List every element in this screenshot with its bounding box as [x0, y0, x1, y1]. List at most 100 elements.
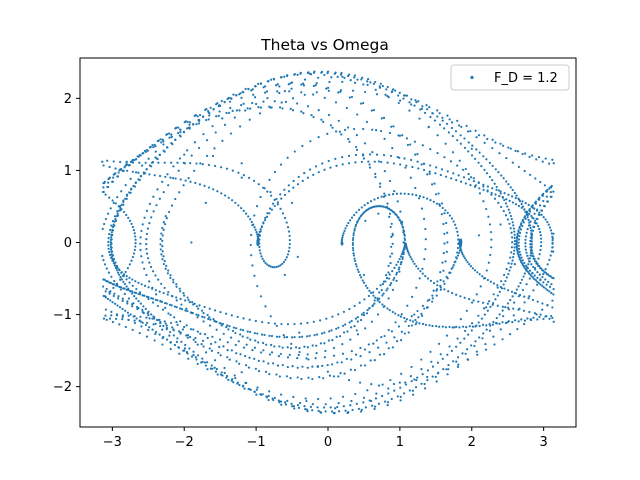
data-point	[367, 294, 370, 298]
data-point	[483, 141, 486, 144]
data-point	[322, 120, 325, 123]
data-point	[111, 320, 115, 324]
data-point	[389, 255, 392, 258]
data-point	[421, 373, 424, 376]
data-point	[542, 273, 545, 276]
data-point	[131, 278, 134, 281]
data-point	[170, 294, 173, 298]
data-point	[400, 330, 403, 333]
data-point	[255, 205, 259, 208]
data-point	[470, 147, 473, 150]
data-point	[414, 186, 417, 190]
data-point	[213, 164, 217, 168]
data-point	[119, 276, 122, 279]
data-point	[347, 154, 351, 157]
legend-box	[450, 64, 570, 91]
data-point	[375, 339, 378, 342]
data-point	[290, 402, 293, 405]
data-point	[442, 252, 445, 255]
data-point	[138, 319, 141, 322]
data-point	[504, 279, 507, 283]
data-point	[109, 238, 112, 241]
data-point	[102, 285, 105, 288]
data-point	[403, 238, 407, 242]
data-point	[495, 316, 498, 320]
data-point	[202, 320, 205, 323]
data-point	[300, 110, 303, 113]
data-point	[435, 380, 438, 383]
data-point	[485, 172, 489, 175]
data-point	[137, 171, 140, 174]
data-point	[440, 202, 444, 205]
data-point	[222, 345, 225, 348]
data-point	[394, 89, 397, 92]
data-point	[482, 200, 485, 203]
data-point	[102, 181, 105, 185]
data-point	[121, 169, 124, 173]
data-point	[549, 186, 552, 189]
data-point	[232, 93, 235, 96]
data-point	[535, 217, 538, 220]
data-point	[109, 299, 112, 302]
data-point	[124, 270, 127, 274]
data-point	[402, 241, 405, 244]
data-point	[247, 387, 250, 391]
data-point	[492, 320, 495, 324]
data-point	[207, 317, 210, 321]
data-point	[128, 276, 131, 279]
data-point	[418, 195, 422, 198]
data-point	[231, 199, 234, 202]
data-point	[293, 336, 296, 339]
data-point	[148, 173, 151, 176]
data-point	[278, 345, 281, 348]
data-point	[507, 183, 510, 186]
data-point	[513, 233, 516, 236]
data-point	[531, 154, 534, 157]
y-tick-label: −2	[53, 380, 72, 395]
data-point	[244, 87, 247, 90]
data-point	[283, 336, 286, 339]
data-point	[460, 251, 463, 254]
data-point	[139, 242, 142, 245]
data-point	[549, 254, 552, 257]
data-point	[498, 152, 501, 155]
data-point	[126, 163, 129, 166]
data-point	[340, 71, 343, 75]
data-point	[219, 354, 222, 357]
data-point	[108, 176, 112, 179]
data-point	[198, 183, 202, 186]
data-point	[551, 246, 554, 249]
data-point	[114, 266, 117, 270]
data-point	[231, 109, 234, 112]
data-point	[152, 195, 155, 198]
data-point	[424, 248, 427, 251]
data-point	[196, 362, 199, 365]
data-point	[418, 322, 421, 325]
data-point	[131, 305, 134, 308]
data-point	[385, 341, 388, 344]
data-point	[502, 177, 505, 180]
data-point	[159, 321, 162, 325]
data-point	[355, 211, 358, 214]
data-point	[253, 332, 256, 335]
data-point	[251, 264, 254, 267]
data-point	[388, 131, 391, 135]
data-point	[279, 76, 283, 79]
data-point	[532, 265, 535, 269]
data-point	[222, 332, 225, 335]
data-point	[493, 182, 496, 185]
data-point	[514, 196, 517, 200]
data-point	[288, 353, 291, 356]
data-point	[118, 306, 122, 309]
data-point	[212, 318, 215, 321]
data-point	[140, 325, 143, 328]
data-point	[389, 378, 392, 382]
data-point	[197, 307, 200, 310]
data-point	[507, 193, 510, 196]
data-point	[425, 104, 428, 107]
data-point	[288, 246, 291, 249]
data-point	[533, 212, 536, 215]
data-point	[439, 173, 442, 177]
data-point	[421, 267, 424, 270]
data-point	[292, 395, 295, 399]
